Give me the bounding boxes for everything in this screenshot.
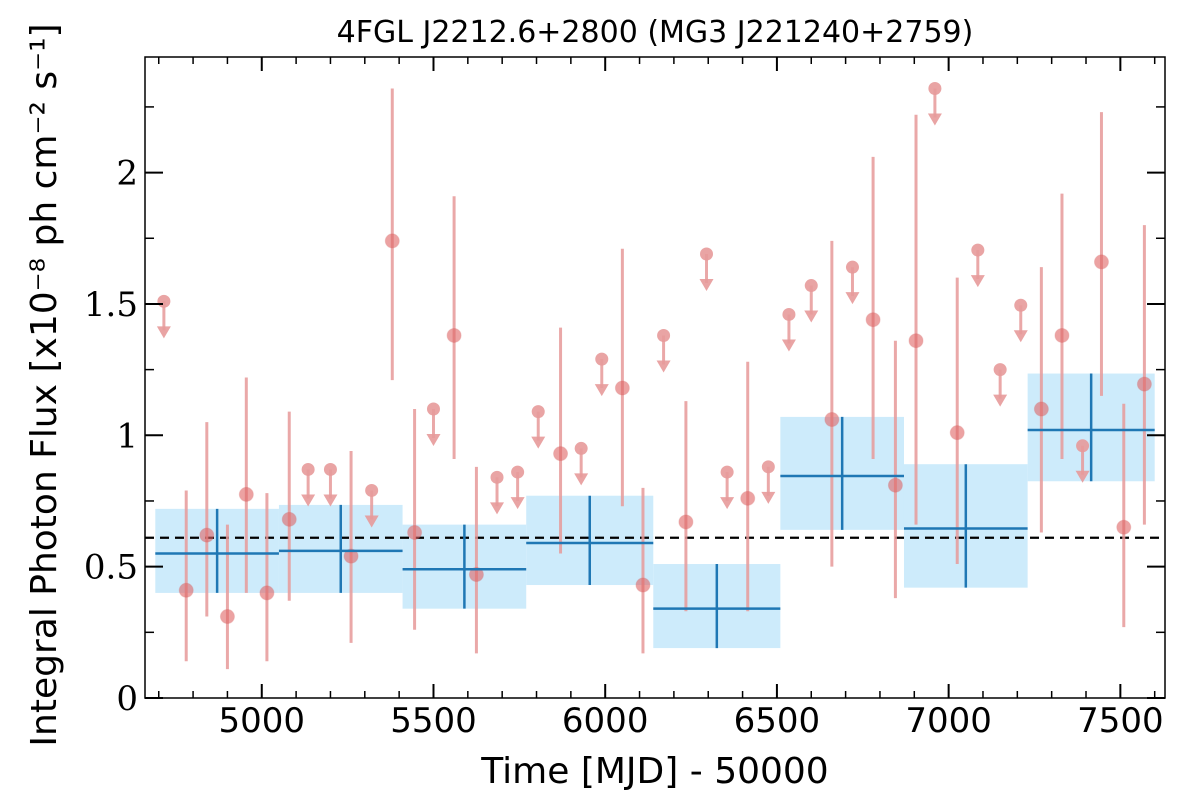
- upper-limit-marker-4: [426, 402, 440, 416]
- upper-limit-arrow-3: [364, 515, 379, 528]
- upper-limit-arrow-17: [927, 113, 942, 126]
- upper-limit-arrow-1: [301, 494, 316, 507]
- upper-limit-marker-14: [782, 307, 796, 321]
- upper-limit-arrow-13: [761, 491, 776, 504]
- upper-limit-arrow-11: [699, 279, 714, 292]
- upper-limit-arrow-5: [490, 502, 505, 515]
- plot-frame: [144, 56, 1166, 699]
- upper-limit-arrow-2: [323, 494, 338, 507]
- upper-limit-marker-1: [301, 462, 315, 476]
- upper-limit-arrow-19: [993, 394, 1008, 407]
- x-tick-label-5: 7500: [1077, 701, 1164, 741]
- chart-title: 4FGL J2212.6+2800 (MG3 J221240+2759): [337, 15, 974, 50]
- upper-limit-arrow-4: [426, 434, 441, 447]
- y-axis-label: Integral Photon Flux [x10⁻⁸ ph cm⁻² s⁻¹]: [24, 23, 65, 746]
- upper-limit-arrow-7: [531, 436, 546, 449]
- data-point-3: [238, 486, 254, 502]
- data-point-1: [199, 527, 215, 543]
- y-tick-label-3: 1.5: [84, 285, 138, 325]
- upper-limit-marker-7: [531, 405, 545, 419]
- upper-limit-arrow-8: [574, 473, 589, 486]
- upper-limit-marker-20: [1014, 298, 1028, 312]
- x-axis-label: Time [MJD] - 50000: [480, 751, 828, 792]
- data-point-21: [1033, 401, 1049, 417]
- upper-limit-marker-19: [993, 363, 1007, 377]
- data-point-23: [1093, 254, 1109, 270]
- x-tick-label-0: 5000: [219, 701, 306, 741]
- upper-limit-marker-16: [845, 260, 859, 274]
- upper-limit-marker-9: [595, 352, 609, 366]
- plot-area: 5000 5500 6000 6500 7000 7500 0 0.5 1 1.5 2: [84, 56, 1166, 741]
- upper-limit-arrow-18: [970, 275, 985, 288]
- data-point-20: [949, 425, 965, 441]
- data-point-7: [384, 233, 400, 249]
- data-point-5: [281, 511, 297, 527]
- upper-limit-marker-18: [971, 243, 985, 257]
- y-tick-label-0: 0: [116, 679, 138, 719]
- upper-limit-arrow-14: [781, 339, 796, 352]
- data-point-25: [1136, 376, 1152, 392]
- y-tick-label-2: 1: [116, 416, 138, 456]
- upper-limit-marker-10: [657, 328, 671, 342]
- upper-limit-arrow-12: [720, 497, 735, 510]
- x-tick-label-2: 6000: [562, 701, 649, 741]
- upper-limit-marker-12: [720, 465, 734, 479]
- upper-limit-marker-21: [1076, 439, 1090, 453]
- x-tick-label-3: 6500: [734, 701, 821, 741]
- upper-limit-arrow-6: [510, 497, 525, 510]
- y-tick-label-1: 0.5: [84, 548, 138, 588]
- x-tick-label-4: 7000: [905, 701, 992, 741]
- upper-limit-marker-11: [700, 247, 714, 261]
- data-point-6: [343, 548, 359, 564]
- upper-limit-marker-0: [157, 294, 171, 308]
- upper-limit-arrow-0: [156, 326, 171, 339]
- upper-limit-marker-17: [928, 82, 942, 96]
- upper-limit-marker-3: [365, 483, 379, 497]
- data-point-13: [635, 577, 651, 593]
- data-point-9: [446, 327, 462, 343]
- y-tick-label-4: 2: [116, 154, 138, 194]
- data-point-8: [407, 524, 423, 540]
- upper-limit-marker-15: [804, 279, 818, 293]
- upper-limit-marker-6: [511, 465, 525, 479]
- data-point-11: [553, 446, 569, 462]
- upper-limit-arrow-20: [1013, 330, 1028, 343]
- data-point-24: [1116, 519, 1132, 535]
- data-point-15: [740, 490, 756, 506]
- upper-limit-marker-8: [574, 441, 588, 455]
- data-point-2: [219, 609, 235, 625]
- upper-limit-marker-5: [490, 470, 504, 484]
- upper-limit-marker-2: [323, 462, 337, 476]
- upper-limit-arrow-10: [656, 360, 671, 373]
- data-point-19: [908, 333, 924, 349]
- data-point-14: [678, 514, 694, 530]
- data-point-18: [887, 477, 903, 493]
- upper-limit-arrow-21: [1075, 470, 1090, 483]
- upper-limit-arrow-9: [594, 384, 609, 397]
- x-tick-label-1: 5500: [390, 701, 477, 741]
- upper-limit-arrow-15: [804, 310, 819, 323]
- data-point-0: [178, 582, 194, 598]
- upper-limit-arrow-16: [845, 292, 860, 305]
- data-point-22: [1054, 327, 1070, 343]
- data-point-12: [614, 380, 630, 396]
- data-point-10: [468, 567, 484, 583]
- data-point-4: [259, 585, 275, 601]
- upper-limit-marker-13: [761, 460, 775, 474]
- data-point-17: [865, 312, 881, 328]
- data-point-16: [824, 412, 840, 428]
